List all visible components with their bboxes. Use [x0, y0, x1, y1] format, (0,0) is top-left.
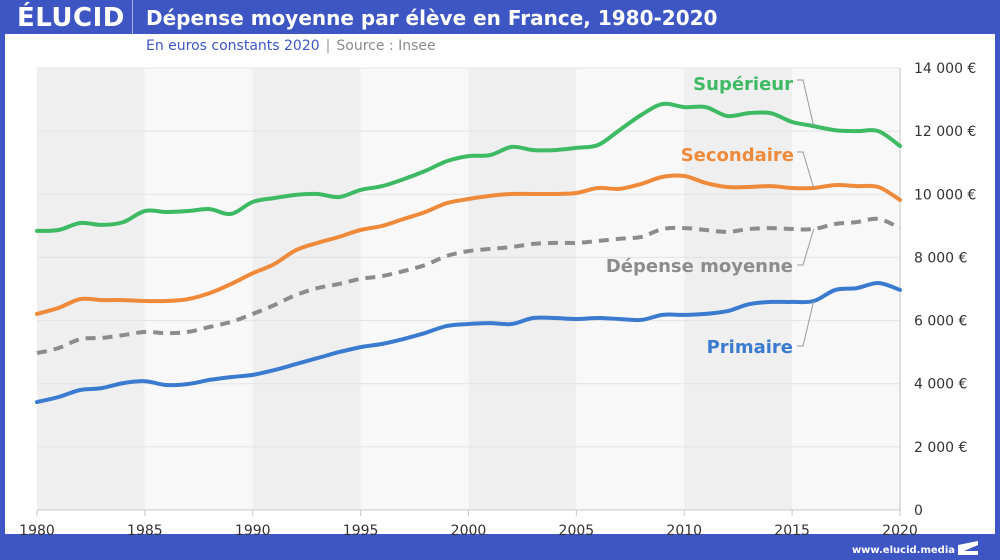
x-tick-label: 2015 [774, 523, 810, 539]
elucid-flag-icon [958, 541, 978, 555]
background-bands [37, 68, 900, 510]
y-tick-label: 0 [914, 503, 923, 519]
series-lines [35, 101, 902, 405]
y-tick-label: 10 000 € [914, 187, 976, 203]
leader-line-primaire [797, 300, 815, 347]
y-axis: 0 2 000 € 4 000 € 6 000 € 8 000 € 10 000 € 12 … [914, 61, 976, 519]
header-divider [132, 0, 133, 35]
footer-url[interactable]: www.elucid.media [851, 545, 955, 556]
series-line-secondaire [35, 173, 902, 316]
background-band [37, 68, 145, 510]
header-bar: ÉLUCID Dépense moyenne par élève en Fran… [0, 0, 1000, 35]
x-tick-label: 2000 [451, 523, 487, 539]
subtitle-separator: | [325, 38, 331, 54]
series-label-primaire: Primaire [707, 337, 793, 358]
series-line-primaire [35, 281, 902, 405]
background-band [144, 68, 253, 510]
leader-line-superieur [797, 79, 815, 127]
x-tick-label: 1980 [19, 523, 55, 539]
x-tick-label: 2005 [559, 523, 595, 539]
x-tick-label: 1990 [235, 523, 271, 539]
chart-title: Dépense moyenne par élève en France, 198… [146, 6, 718, 30]
series-label-superieur: Supérieur [693, 74, 793, 95]
y-tick-label: 2 000 € [914, 440, 967, 456]
unit-note: En euros constants 2020 [146, 38, 320, 54]
y-tick-label: 4 000 € [914, 377, 967, 393]
series-line-depense-moyenne [36, 216, 901, 356]
background-band [684, 68, 793, 510]
series-labels: Supérieur Secondaire Dépense moyenne Primai… [606, 74, 815, 358]
leader-line-depense-moyenne [797, 228, 815, 266]
leader-line-secondaire [797, 151, 815, 189]
y-tick-label: 8 000 € [914, 250, 967, 266]
chart-subtitle: En euros constants 2020 | Source : Insee [146, 38, 436, 54]
background-band [468, 68, 577, 510]
elucid-logo: ÉLUCID [17, 3, 125, 33]
x-axis: 1980 1985 1990 1995 2000 2005 2010 2015 2020 [19, 509, 918, 539]
series-label-secondaire: Secondaire [681, 145, 794, 166]
background-band [360, 68, 469, 510]
x-tick-label: 2020 [882, 523, 918, 539]
gridlines [37, 67, 901, 511]
source-note: Source : Insee [336, 38, 436, 54]
x-tick-label: 2010 [666, 523, 702, 539]
x-tick-label: 1985 [127, 523, 163, 539]
y-tick-label: 12 000 € [914, 124, 976, 140]
background-band [252, 68, 361, 510]
background-band [576, 68, 685, 510]
x-tick-label: 1995 [343, 523, 379, 539]
y-tick-label: 6 000 € [914, 314, 967, 330]
series-line-superieur [35, 101, 902, 233]
series-label-depense-moyenne: Dépense moyenne [606, 256, 793, 277]
y-tick-label: 14 000 € [914, 61, 976, 77]
